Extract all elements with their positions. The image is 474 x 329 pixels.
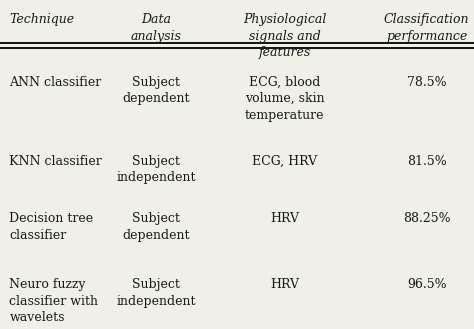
Text: Subject
dependent: Subject dependent (123, 76, 190, 105)
Text: HRV: HRV (270, 278, 299, 291)
Text: ECG, HRV: ECG, HRV (252, 155, 317, 168)
Text: 81.5%: 81.5% (407, 155, 447, 168)
Text: 88.25%: 88.25% (403, 212, 450, 225)
Text: ECG, blood
volume, skin
temperature: ECG, blood volume, skin temperature (245, 76, 324, 122)
Text: Decision tree
classifier: Decision tree classifier (9, 212, 93, 242)
Text: Subject
dependent: Subject dependent (123, 212, 190, 242)
Text: Neuro fuzzy
classifier with
wavelets: Neuro fuzzy classifier with wavelets (9, 278, 99, 324)
Text: KNN classifier: KNN classifier (9, 155, 102, 168)
Text: Subject
independent: Subject independent (117, 155, 196, 184)
Text: HRV: HRV (270, 212, 299, 225)
Text: Classification
performance: Classification performance (384, 13, 469, 43)
Text: Subject
independent: Subject independent (117, 278, 196, 308)
Text: ANN classifier: ANN classifier (9, 76, 102, 89)
Text: Technique: Technique (9, 13, 74, 26)
Text: 96.5%: 96.5% (407, 278, 447, 291)
Text: Physiological
signals and
features: Physiological signals and features (243, 13, 326, 59)
Text: Data
analysis: Data analysis (131, 13, 182, 43)
Text: 78.5%: 78.5% (407, 76, 447, 89)
